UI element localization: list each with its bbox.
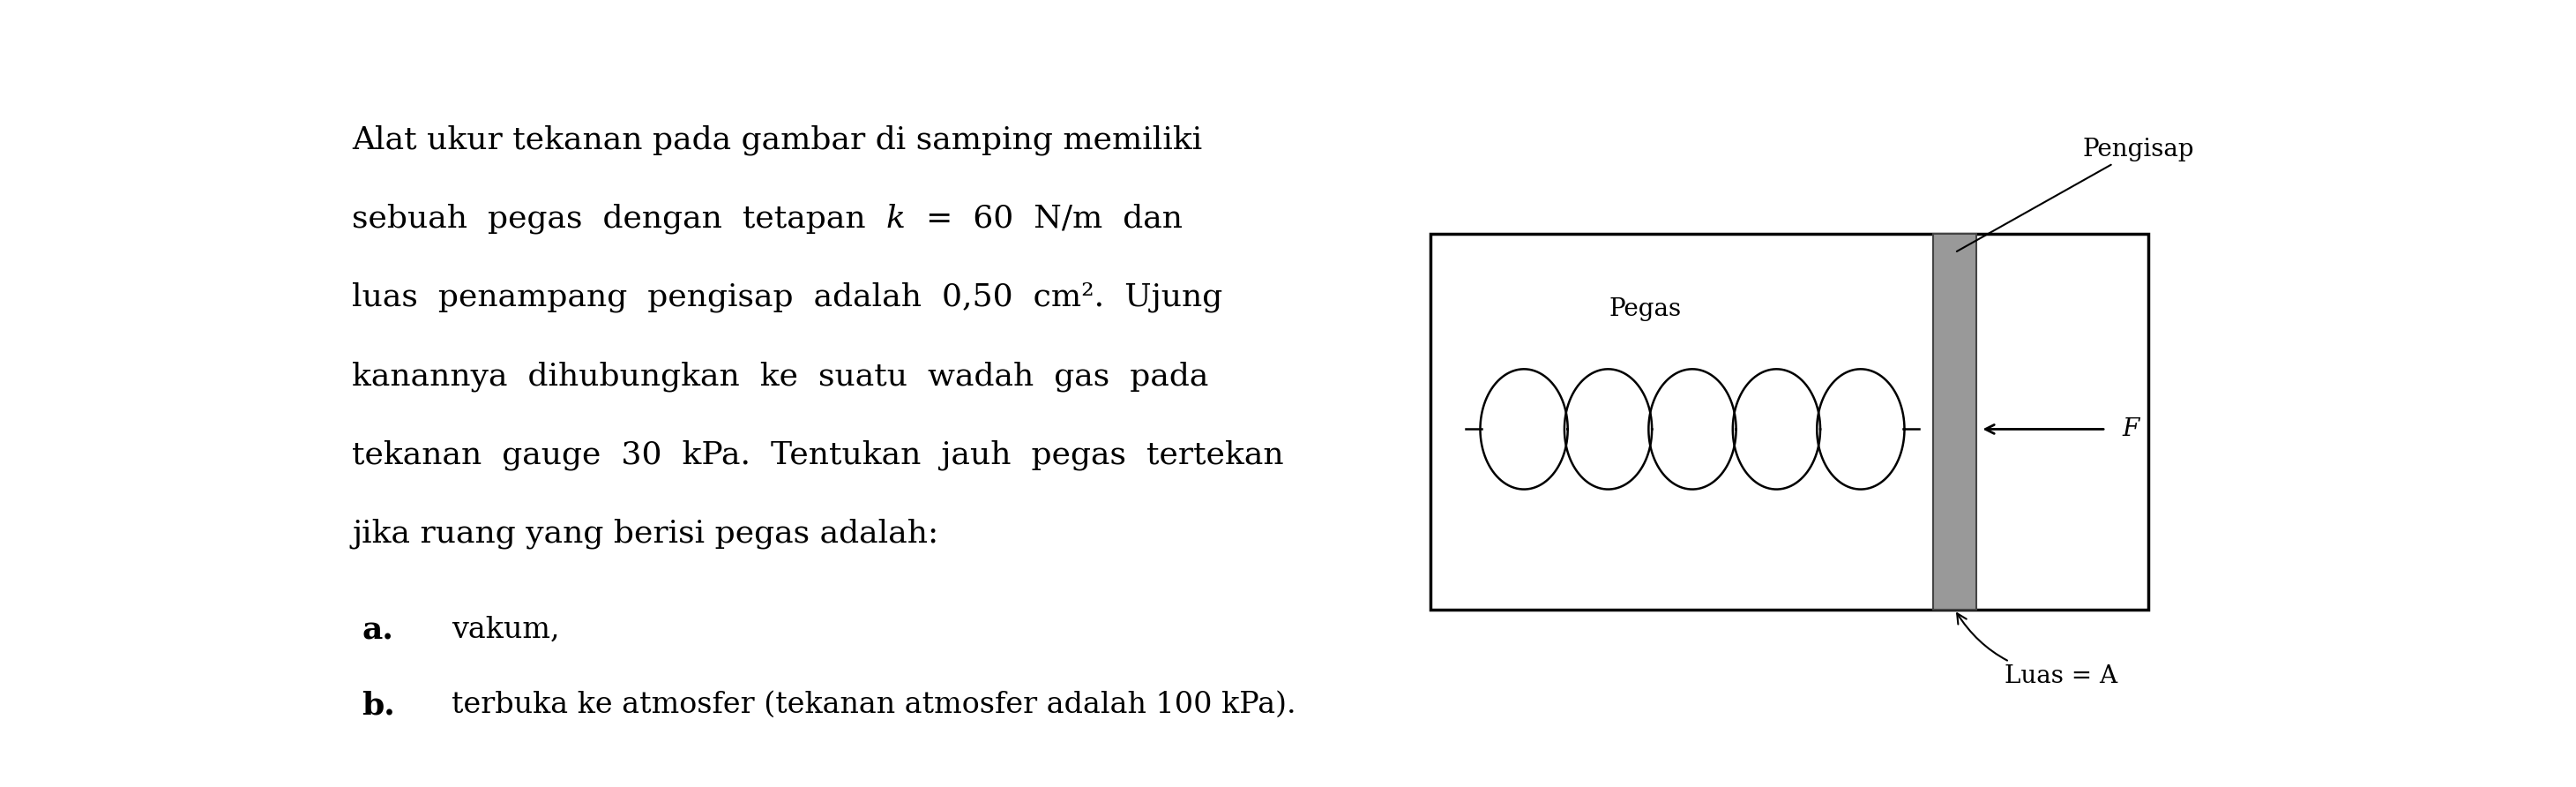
Text: jika ruang yang berisi pegas adalah:: jika ruang yang berisi pegas adalah: [353,519,938,549]
Text: vakum,: vakum, [451,615,559,644]
Bar [1430,234,2148,609]
Text: Pengisap: Pengisap [1958,137,2195,251]
Text: b.: b. [361,690,394,720]
Text: luas  penampang  pengisap  adalah  0,50  cm².  Ujung: luas penampang pengisap adalah 0,50 cm².… [353,283,1224,312]
Bar [1932,234,1976,609]
Text: Luas = A: Luas = A [1958,613,2117,688]
Text: F: F [2123,417,2138,441]
Text: Pegas: Pegas [1610,297,1682,321]
Text: k: k [886,204,904,234]
Text: terbuka ke atmosfer (tekanan atmosfer adalah 100 kPa).: terbuka ke atmosfer (tekanan atmosfer ad… [451,690,1296,719]
Text: sebuah  pegas  dengan  tetapan: sebuah pegas dengan tetapan [353,204,886,234]
Text: tekanan  gauge  30  kPa.  Tentukan  jauh  pegas  tertekan: tekanan gauge 30 kPa. Tentukan jauh pega… [353,440,1283,471]
Text: kanannya  dihubungkan  ke  suatu  wadah  gas  pada: kanannya dihubungkan ke suatu wadah gas … [353,361,1208,391]
Text: =  60  N/m  dan: = 60 N/m dan [904,204,1182,234]
Text: Alat ukur tekanan pada gambar di samping memiliki: Alat ukur tekanan pada gambar di samping… [353,124,1203,155]
Text: a.: a. [361,615,394,645]
